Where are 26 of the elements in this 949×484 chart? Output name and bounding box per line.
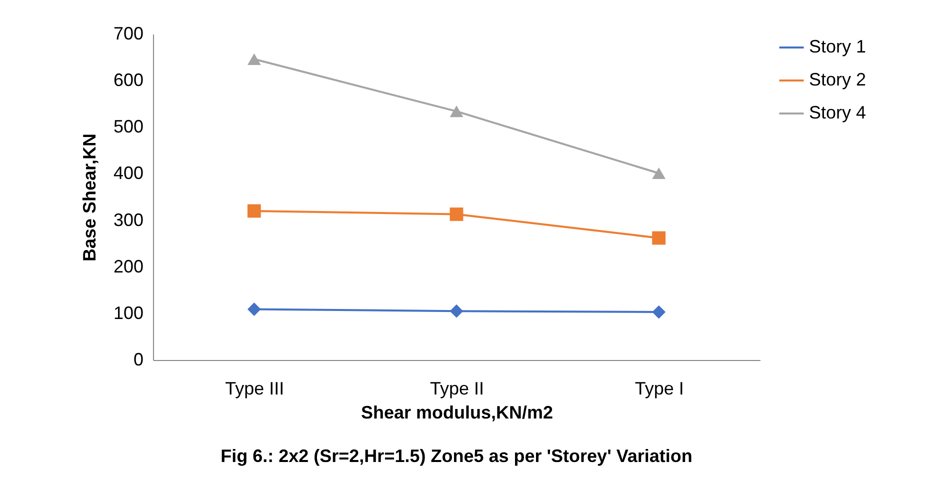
point: [652, 305, 666, 319]
x-tick-label: Type I: [634, 378, 684, 398]
y-axis-title: Base Shear,KN: [79, 133, 100, 262]
point: [247, 53, 261, 65]
point: [450, 106, 464, 118]
y-tick-label: 700: [113, 24, 144, 44]
y-tick-label: 600: [113, 70, 144, 90]
legend-label: Story 2: [809, 70, 866, 90]
y-tick-label: 400: [113, 163, 144, 184]
legend-label: Story 4: [809, 102, 866, 122]
y-tick-label: 300: [113, 210, 144, 230]
point: [652, 167, 666, 180]
y-tick-label: 200: [113, 256, 144, 276]
x-tick-label: Type III: [225, 378, 284, 398]
y-tick-label: 500: [113, 116, 144, 137]
x-tick-label: Type II: [430, 378, 484, 398]
point: [450, 304, 464, 318]
point: [247, 204, 261, 218]
y-tick-label: 100: [113, 302, 144, 323]
x-axis-title: Shear modulus,KN/m2: [360, 402, 554, 422]
text: Fig 6.: 2x2 (Sr=2,Hr=1.5) Zone5 as per 'Storey' Variation: [220, 446, 692, 466]
legend-label: Story 1: [809, 36, 866, 56]
y-tick-label: 0: [133, 350, 144, 370]
point: [247, 302, 261, 316]
point: [450, 208, 464, 221]
point: [652, 231, 666, 245]
